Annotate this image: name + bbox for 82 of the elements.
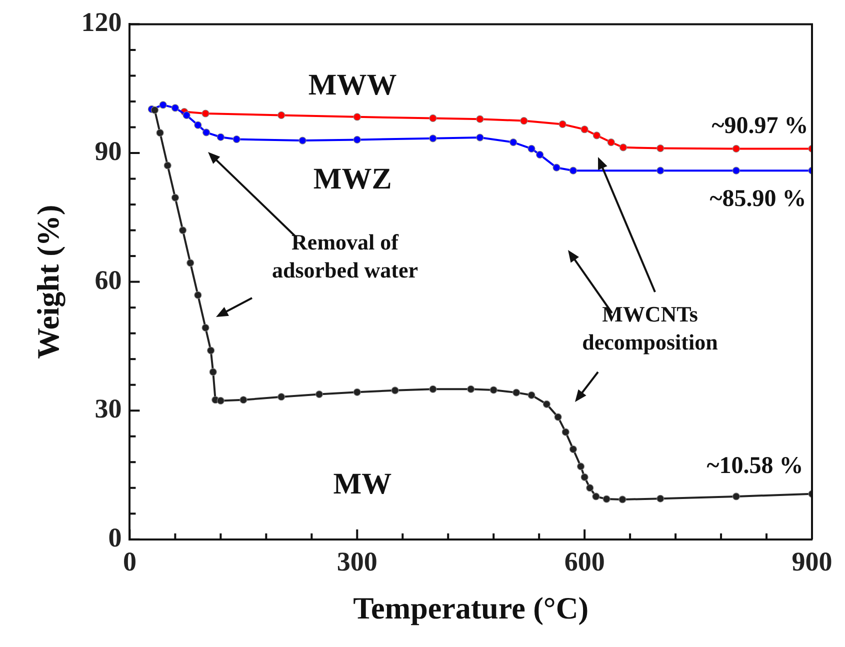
- x-tick-label: 900: [792, 546, 832, 577]
- y-tick-label: 60: [94, 264, 122, 295]
- point: [171, 194, 179, 202]
- point: [592, 492, 600, 500]
- x-tick-label: 300: [336, 546, 378, 577]
- point: [202, 324, 210, 332]
- point: [528, 391, 536, 399]
- point: [510, 138, 518, 146]
- y-tick-label: 90: [94, 136, 122, 166]
- point: [619, 144, 628, 152]
- point: [520, 117, 528, 125]
- annotation: ~10.58 %: [706, 453, 804, 480]
- point: [315, 390, 324, 398]
- point: [476, 115, 484, 123]
- point: [159, 101, 167, 109]
- point: [536, 150, 544, 159]
- point: [569, 166, 577, 174]
- point: [194, 291, 202, 299]
- point: [656, 144, 664, 152]
- point: [298, 136, 306, 144]
- point: [194, 121, 202, 129]
- point: [232, 135, 240, 144]
- point: [171, 104, 179, 112]
- point: [569, 445, 577, 454]
- x-tick-label: 600: [564, 546, 605, 577]
- point: [202, 128, 210, 136]
- point: [278, 393, 286, 401]
- point: [656, 494, 664, 502]
- y-axis-title: Weight (%): [30, 204, 66, 359]
- point: [182, 111, 190, 120]
- point: [429, 134, 437, 142]
- annotation: MWCNTs decomposition: [582, 302, 718, 355]
- point: [554, 413, 562, 421]
- point: [429, 385, 437, 393]
- point: [576, 462, 585, 470]
- point: [178, 226, 187, 234]
- point: [656, 166, 664, 174]
- point: [476, 134, 484, 142]
- annotation: Removal of adsorbed water: [272, 230, 418, 283]
- x-axis-title: Temperature (°C): [353, 590, 589, 626]
- point: [512, 388, 520, 396]
- y-tick-label: 30: [94, 394, 122, 424]
- point: [607, 138, 615, 146]
- y-tick-label: 120: [81, 7, 122, 38]
- point: [732, 144, 740, 153]
- point: [209, 368, 217, 376]
- point: [391, 386, 399, 394]
- point: [186, 259, 194, 267]
- point: [240, 396, 248, 404]
- point: [552, 164, 560, 172]
- point: [602, 495, 610, 503]
- point: [618, 496, 626, 504]
- annotation: ~90.97 %: [712, 113, 808, 140]
- point: [558, 120, 566, 128]
- point: [150, 106, 159, 114]
- text: MW: [333, 467, 392, 500]
- point: [586, 484, 594, 492]
- point: [580, 126, 588, 134]
- annotation: ~85.90 %: [710, 186, 806, 212]
- point: [353, 113, 361, 121]
- point: [528, 144, 536, 153]
- point: [216, 133, 224, 141]
- point: [467, 385, 475, 393]
- point: [216, 396, 224, 405]
- point: [353, 136, 361, 144]
- point: [732, 492, 740, 500]
- point: [490, 386, 498, 394]
- point: [353, 388, 361, 396]
- point: [732, 166, 740, 174]
- point: [592, 132, 600, 140]
- point: [562, 428, 570, 436]
- point: [207, 346, 215, 354]
- point: [580, 473, 588, 481]
- point: [278, 111, 286, 120]
- point: [542, 400, 550, 408]
- y-tick-label: 0: [108, 522, 122, 552]
- series-label: MWW: [308, 68, 397, 102]
- point: [164, 162, 172, 170]
- point: [202, 110, 210, 118]
- point: [156, 129, 164, 137]
- series-label: MWZ: [313, 162, 392, 196]
- point: [429, 114, 437, 122]
